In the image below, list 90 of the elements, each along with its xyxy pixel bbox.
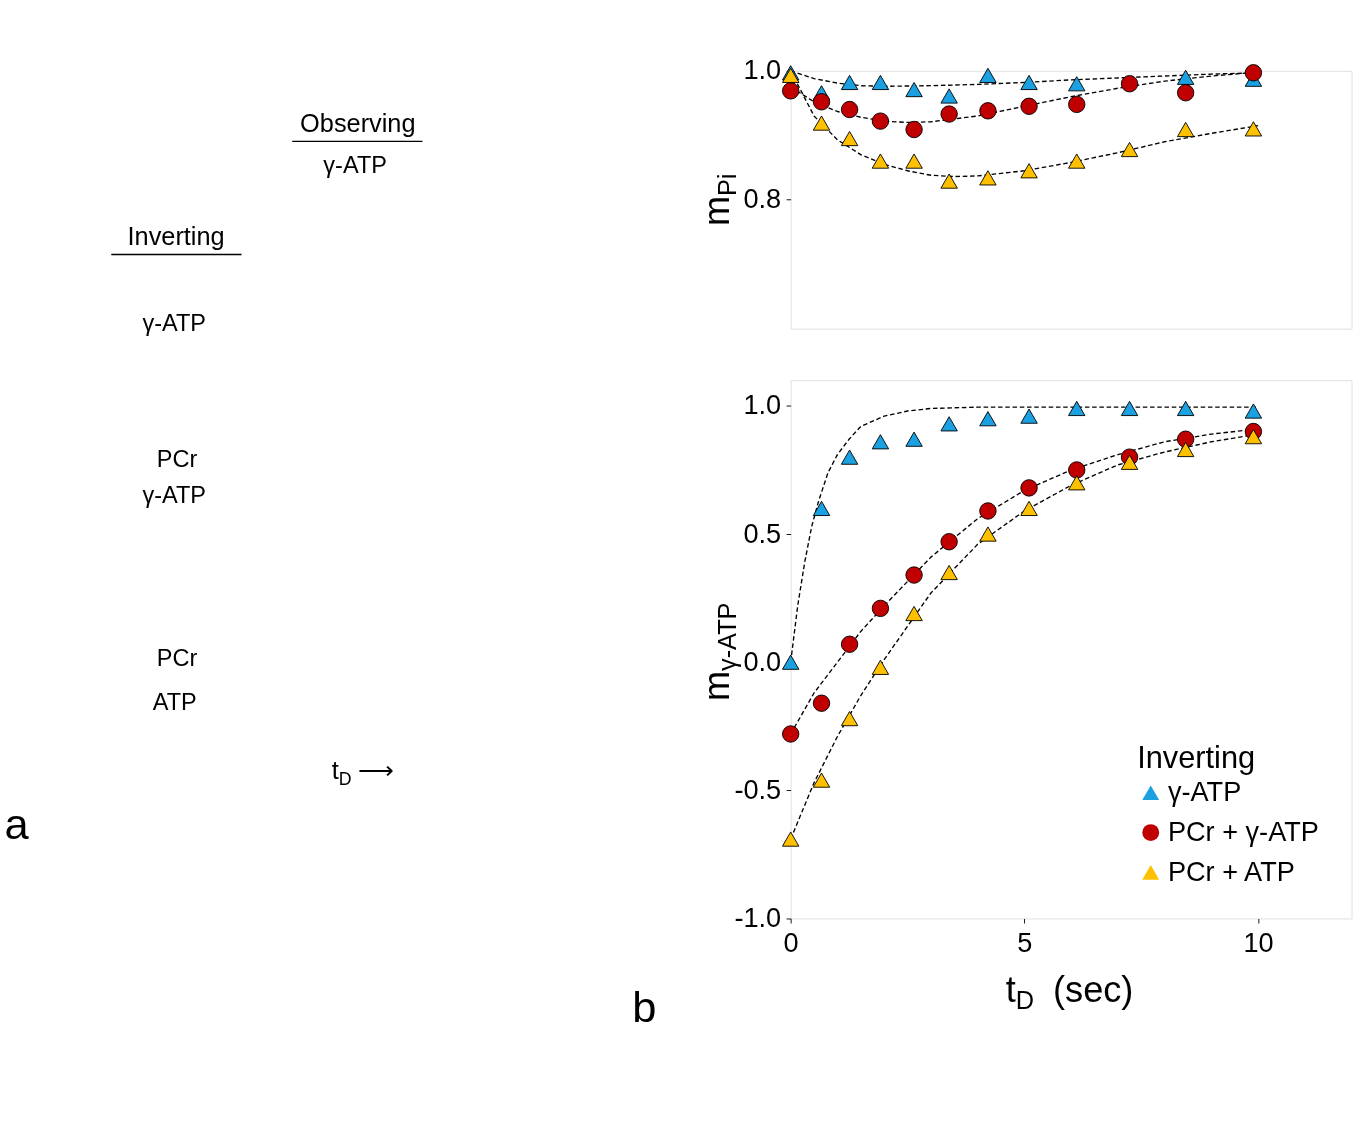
point [812, 772, 831, 788]
point [871, 112, 890, 130]
legend-label: PCr + ATP [1167, 855, 1295, 887]
point [840, 449, 859, 465]
point [1244, 121, 1263, 137]
point [1068, 95, 1086, 114]
y-axis-title: mγ-ATP [696, 602, 742, 702]
text: γ-ATP [142, 310, 206, 337]
point [940, 173, 958, 189]
text: Observing [300, 109, 416, 138]
point [940, 416, 958, 432]
text: PCr [156, 446, 198, 473]
point [782, 725, 800, 743]
point [1020, 408, 1038, 424]
point [840, 711, 859, 727]
point [1176, 441, 1195, 458]
point [979, 67, 997, 83]
legend-label: γ-ATP [1167, 775, 1242, 807]
x-tick-label: 10 [1243, 927, 1274, 959]
point [1020, 500, 1038, 516]
point [940, 88, 958, 104]
point [979, 102, 997, 120]
point [905, 81, 923, 98]
point [905, 120, 923, 139]
point [812, 694, 831, 712]
point [1068, 76, 1086, 92]
text: Inverting [127, 222, 225, 251]
point [812, 115, 831, 131]
text: a [4, 799, 30, 848]
point [979, 170, 997, 186]
point [871, 153, 890, 169]
point [1244, 403, 1263, 419]
point [979, 502, 997, 520]
point [1068, 475, 1086, 491]
point [1244, 429, 1263, 445]
text: ATP [152, 688, 197, 715]
y-tick-label: -1.0 [734, 902, 782, 934]
y-tick-label: 0.5 [743, 517, 782, 549]
point [1020, 97, 1038, 115]
point [1068, 461, 1086, 479]
point [812, 93, 831, 111]
point [840, 74, 859, 91]
point [1176, 121, 1195, 138]
y-tick-label: 0.0 [743, 645, 782, 677]
point [905, 431, 923, 447]
point [1120, 75, 1139, 93]
point [1068, 153, 1086, 169]
y-tick-label: -0.5 [734, 773, 782, 805]
point [1068, 400, 1086, 417]
point [1120, 141, 1139, 158]
point [1020, 479, 1038, 497]
point [871, 599, 890, 618]
point [979, 411, 997, 427]
point [979, 526, 997, 542]
y-tick-label: 1.0 [743, 389, 782, 421]
point [940, 105, 958, 123]
point [905, 566, 923, 584]
point [1120, 400, 1139, 417]
point [840, 100, 859, 119]
point [871, 74, 890, 91]
point [840, 635, 859, 653]
point [782, 82, 800, 100]
point [871, 659, 890, 675]
point [1120, 454, 1139, 470]
legend-label: PCr + γ-ATP [1167, 815, 1319, 847]
point [1176, 84, 1195, 102]
point [1176, 400, 1195, 417]
legend-title: Inverting [1137, 740, 1256, 776]
point [940, 564, 958, 581]
text: b [632, 982, 657, 1031]
y-axis-title: mPi [696, 173, 742, 227]
point [1020, 163, 1038, 179]
point [1176, 69, 1195, 85]
point [1244, 64, 1263, 82]
point [940, 533, 958, 551]
point [812, 500, 831, 516]
point [840, 130, 859, 147]
text: γ-ATP [323, 152, 387, 179]
point [905, 153, 923, 169]
y-tick-label: 1.0 [743, 54, 782, 86]
point [782, 654, 800, 670]
text: γ-ATP [142, 482, 206, 509]
point [782, 831, 800, 847]
text: PCr [156, 645, 198, 672]
x-tick-label: 5 [1017, 927, 1033, 959]
point [871, 434, 890, 450]
y-tick-label: 0.8 [743, 183, 782, 215]
x-tick-label: 0 [783, 927, 799, 959]
point [1020, 74, 1038, 91]
point [905, 605, 923, 622]
